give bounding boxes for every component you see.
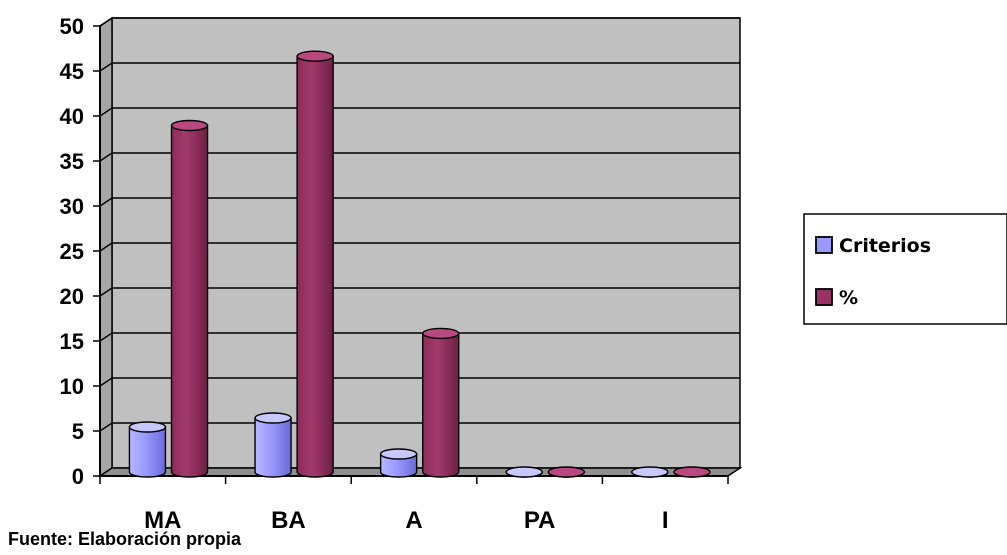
bar — [422, 327, 460, 478]
gridline-side — [99, 287, 113, 297]
bar — [673, 466, 711, 478]
bar-top — [422, 327, 460, 340]
legend-label: Criterios — [839, 235, 931, 257]
bar-body — [128, 426, 167, 478]
x-tick-label: BA — [271, 507, 306, 534]
gridline-side — [99, 422, 113, 432]
bar-body — [254, 417, 292, 478]
bar-body — [422, 332, 460, 478]
gridline-side — [99, 242, 113, 252]
y-tick-label: 10 — [60, 374, 84, 399]
legend-swatch — [815, 236, 833, 254]
gridline-side — [99, 332, 113, 342]
y-tick-label: 45 — [60, 59, 84, 84]
bar-body — [170, 124, 209, 478]
y-tick-label: 35 — [60, 149, 84, 174]
source-note: Fuente: Elaboración propia — [8, 529, 242, 549]
y-tick-label: 0 — [72, 464, 84, 489]
legend-box — [803, 213, 1007, 325]
bar — [379, 448, 418, 478]
x-tick-label: MA — [144, 507, 181, 534]
gridline-side — [99, 17, 113, 27]
y-tick-label: 20 — [60, 284, 84, 309]
bar — [170, 119, 209, 478]
bar-top — [505, 466, 543, 478]
x-tick-label: I — [662, 507, 669, 534]
bar — [505, 466, 543, 478]
legend-label: % — [839, 287, 858, 309]
legend-swatch — [815, 288, 833, 306]
x-tick-label: A — [405, 507, 422, 534]
bar-top — [254, 412, 292, 424]
bar-top — [547, 466, 586, 478]
bar — [547, 466, 586, 478]
y-tick-label: 5 — [72, 419, 84, 444]
bar-top — [296, 50, 334, 62]
gridline-side — [99, 152, 113, 162]
y-tick-label: 40 — [60, 104, 84, 129]
bar — [631, 466, 669, 478]
bar-body — [296, 55, 334, 478]
bar-top — [128, 421, 167, 433]
bar-top — [673, 466, 711, 478]
gridline-side — [99, 62, 113, 72]
bar-top — [379, 448, 418, 460]
bar-body — [379, 453, 418, 478]
bar — [296, 50, 334, 478]
x-tick-label: PA — [524, 507, 556, 534]
bar — [254, 412, 292, 478]
bar-top — [170, 119, 209, 132]
y-tick-label: 50 — [60, 14, 84, 39]
bar — [128, 421, 167, 478]
y-tick-label: 30 — [60, 194, 84, 219]
gridline-side — [99, 377, 113, 387]
gridline-side — [99, 197, 113, 207]
bar-top — [631, 466, 669, 478]
y-tick-label: 25 — [60, 239, 84, 264]
y-tick-label: 15 — [60, 329, 84, 354]
gridline-side — [99, 107, 113, 117]
